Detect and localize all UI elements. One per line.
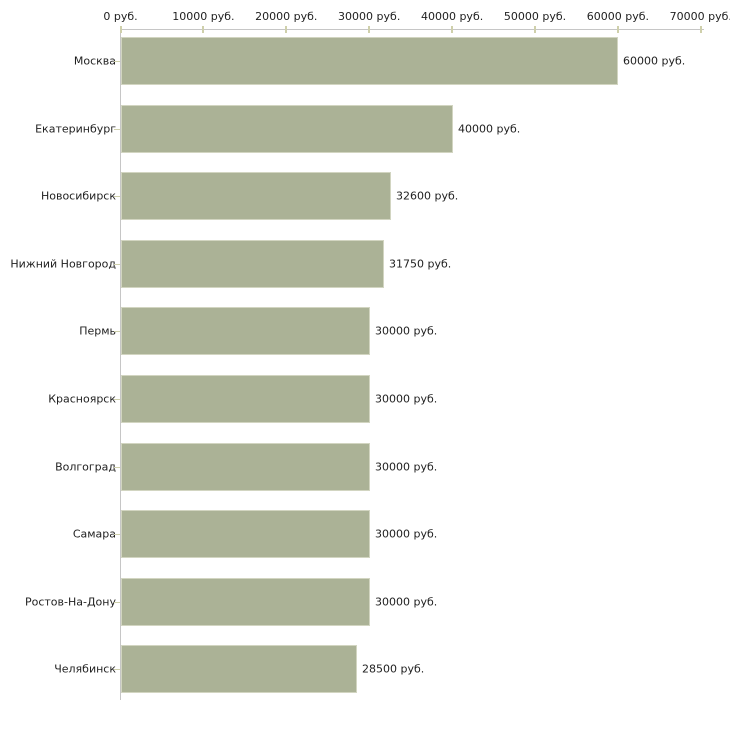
y-axis-line bbox=[120, 29, 121, 700]
bar bbox=[121, 375, 370, 423]
category-tick-mark bbox=[114, 399, 120, 400]
bar-value-label: 30000 руб. bbox=[375, 595, 438, 609]
category-label: Волгоград bbox=[55, 460, 116, 474]
bar bbox=[121, 104, 453, 153]
bar bbox=[121, 510, 370, 559]
x-tick-label: 60000 руб. bbox=[586, 10, 650, 23]
category-label: Екатеринбург bbox=[35, 122, 116, 136]
bar-value-label: 30000 руб. bbox=[375, 324, 438, 338]
category-label: Новосибирск bbox=[40, 189, 116, 203]
category-tick-mark bbox=[114, 129, 120, 130]
category-tick-mark bbox=[114, 534, 120, 535]
bar bbox=[121, 37, 618, 85]
bar-value-label: 32600 руб. bbox=[396, 189, 459, 203]
x-axis-line bbox=[120, 29, 704, 30]
x-tick-mark bbox=[368, 26, 371, 33]
bar bbox=[121, 577, 370, 626]
bar bbox=[121, 172, 391, 221]
bar-value-label: 30000 руб. bbox=[375, 460, 438, 474]
bar-value-label: 28500 руб. bbox=[362, 662, 425, 676]
bar bbox=[121, 442, 370, 491]
bar-value-label: 40000 руб. bbox=[458, 122, 521, 136]
category-tick-mark bbox=[114, 602, 120, 603]
x-tick-mark bbox=[451, 26, 454, 33]
bar-value-label: 60000 руб. bbox=[623, 54, 686, 68]
category-label: Пермь bbox=[79, 324, 116, 338]
category-label: Красноярск bbox=[48, 392, 116, 406]
category-tick-mark bbox=[114, 61, 120, 62]
category-label: Москва bbox=[73, 54, 116, 68]
category-tick-mark bbox=[114, 467, 120, 468]
x-tick-mark bbox=[285, 26, 288, 33]
category-tick-mark bbox=[114, 264, 120, 265]
bar bbox=[121, 307, 370, 356]
x-tick-mark bbox=[616, 26, 619, 33]
x-tick-mark bbox=[202, 26, 205, 33]
x-tick-label: 70000 руб. bbox=[669, 10, 730, 23]
category-tick-mark bbox=[114, 669, 120, 670]
category-tick-mark bbox=[114, 331, 120, 332]
bar-value-label: 30000 руб. bbox=[375, 527, 438, 541]
bar-value-label: 31750 руб. bbox=[389, 257, 452, 271]
bar bbox=[121, 645, 357, 694]
x-tick-mark bbox=[534, 26, 536, 33]
x-tick-label: 0 руб. bbox=[103, 10, 138, 23]
x-tick-label: 10000 руб. bbox=[172, 10, 235, 23]
x-tick-mark bbox=[119, 26, 122, 33]
bar-value-label: 30000 руб. bbox=[375, 392, 438, 406]
x-tick-label: 30000 руб. bbox=[338, 10, 401, 23]
category-label: Нижний Новгород bbox=[10, 257, 116, 271]
category-label: Самара bbox=[72, 527, 116, 541]
bar bbox=[121, 239, 384, 288]
category-label: Ростов-На-Дону bbox=[24, 595, 116, 609]
x-tick-label: 40000 руб. bbox=[420, 10, 484, 23]
category-label: Челябинск bbox=[54, 662, 116, 676]
x-tick-mark bbox=[699, 26, 702, 33]
x-tick-label: 50000 руб. bbox=[503, 10, 567, 23]
x-tick-label: 20000 руб. bbox=[255, 10, 318, 23]
category-tick-mark bbox=[114, 196, 120, 197]
